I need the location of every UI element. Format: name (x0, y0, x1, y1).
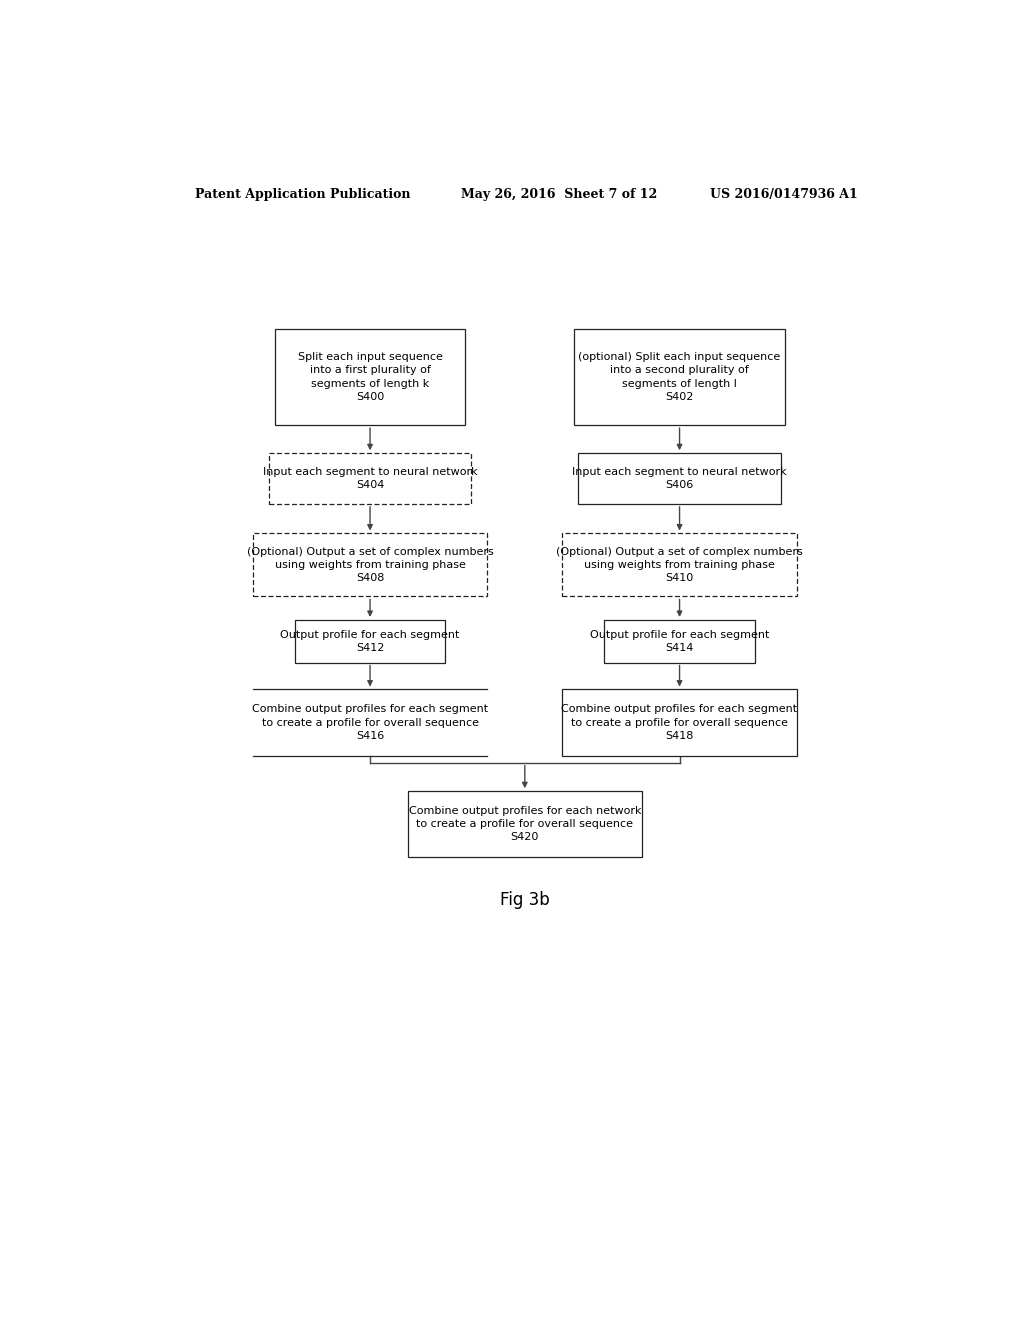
Bar (253, 533, 487, 597)
Bar (274, 329, 465, 425)
Text: Combine output profiles for each segment
to create a profile for overall sequenc: Combine output profiles for each segment… (561, 705, 798, 741)
Bar (408, 791, 642, 857)
Text: May 26, 2016  Sheet 7 of 12: May 26, 2016 Sheet 7 of 12 (461, 189, 657, 202)
Text: US 2016/0147936 A1: US 2016/0147936 A1 (711, 189, 858, 202)
Bar (574, 329, 784, 425)
Text: Combine output profiles for each network
to create a profile for overall sequenc: Combine output profiles for each network… (409, 807, 641, 842)
Bar (562, 689, 797, 755)
Bar (579, 453, 780, 504)
Bar (604, 620, 755, 663)
Text: (Optional) Output a set of complex numbers
using weights from training phase
S41: (Optional) Output a set of complex numbe… (556, 546, 803, 583)
Text: (optional) Split each input sequence
into a second plurality of
segments of leng: (optional) Split each input sequence int… (579, 352, 780, 401)
Text: Split each input sequence
into a first plurality of
segments of length k
S400: Split each input sequence into a first p… (298, 352, 442, 401)
Text: Fig 3b: Fig 3b (500, 891, 550, 909)
Text: (Optional) Output a set of complex numbers
using weights from training phase
S40: (Optional) Output a set of complex numbe… (247, 546, 494, 583)
Bar (562, 533, 797, 597)
Bar (269, 453, 471, 504)
Text: Output profile for each segment
S414: Output profile for each segment S414 (590, 630, 769, 653)
Bar (295, 620, 445, 663)
Text: Output profile for each segment
S412: Output profile for each segment S412 (281, 630, 460, 653)
Text: Combine output profiles for each segment
to create a profile for overall sequenc: Combine output profiles for each segment… (252, 705, 488, 741)
Text: Input each segment to neural network
S406: Input each segment to neural network S40… (572, 467, 786, 490)
Text: Patent Application Publication: Patent Application Publication (196, 189, 411, 202)
Text: Input each segment to neural network
S404: Input each segment to neural network S40… (263, 467, 477, 490)
